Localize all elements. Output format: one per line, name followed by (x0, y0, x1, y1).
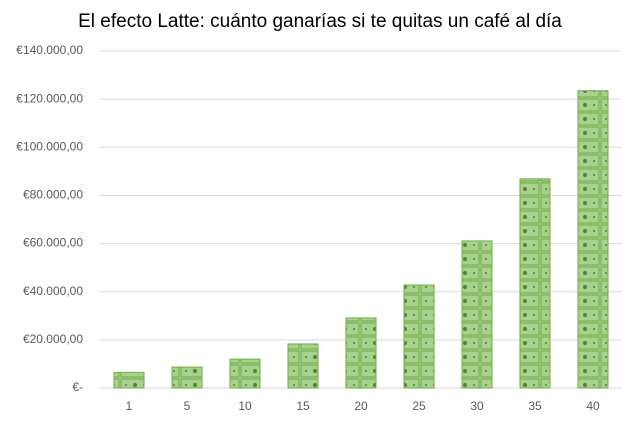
x-tick-label: 25 (412, 399, 426, 413)
bar (171, 366, 203, 389)
x-tick-label: 30 (470, 399, 484, 413)
bar (287, 343, 319, 389)
bar (461, 240, 493, 389)
x-tick-label: 15 (296, 399, 310, 413)
x-tick-label: 10 (238, 399, 252, 413)
chart-title: El efecto Latte: cuánto ganarías si te q… (78, 11, 562, 32)
y-tick-label: €- (72, 380, 83, 394)
x-tick-label: 1 (126, 399, 133, 413)
y-tick-label: €100.000,00 (16, 139, 83, 153)
y-tick-label: €140.000,00 (16, 43, 83, 57)
y-tick-label: €40.000,00 (23, 284, 83, 298)
bar (345, 317, 377, 389)
bar (113, 371, 145, 389)
bar (403, 284, 435, 389)
x-tick-label: 35 (528, 399, 542, 413)
y-tick-label: €20.000,00 (23, 332, 83, 346)
x-tick-label: 20 (354, 399, 368, 413)
x-tick-label: 5 (184, 399, 191, 413)
bar (519, 178, 551, 389)
y-tick-label: €80.000,00 (23, 188, 83, 202)
y-tick-label: €120.000,00 (16, 91, 83, 105)
x-tick-label: 40 (586, 399, 600, 413)
bar (229, 358, 261, 389)
bar (577, 90, 609, 389)
y-tick-label: €60.000,00 (23, 236, 83, 250)
